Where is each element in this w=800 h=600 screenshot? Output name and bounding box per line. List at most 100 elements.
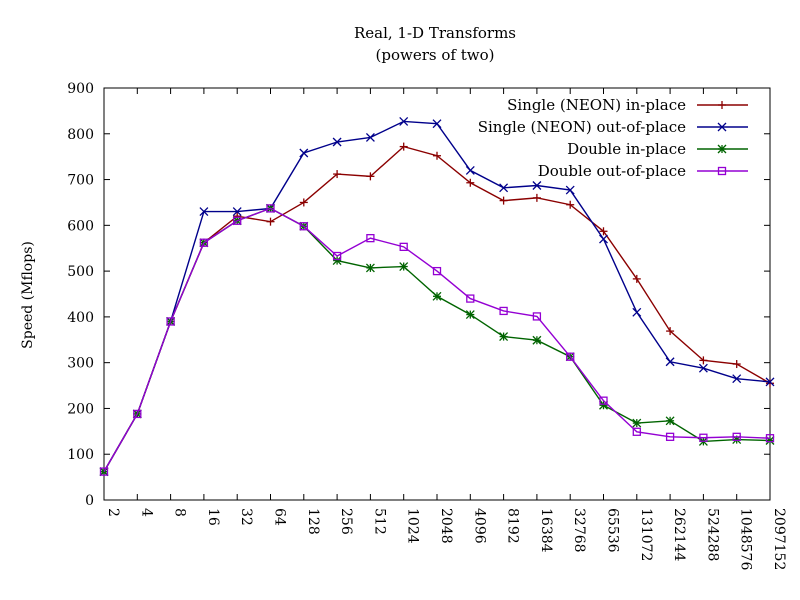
- marker-square: [299, 222, 308, 231]
- marker-stroke: [599, 234, 608, 244]
- data-point: [299, 222, 308, 231]
- marker-stroke: [665, 416, 675, 426]
- data-point: [366, 234, 375, 243]
- marker-square: [699, 433, 708, 442]
- marker-stroke: [532, 335, 542, 345]
- data-point: [332, 256, 342, 266]
- y-tick-label: 100: [67, 447, 94, 463]
- marker-square: [399, 242, 408, 251]
- y-tick-label: 900: [67, 81, 94, 97]
- data-point: [499, 332, 509, 342]
- marker-square: [499, 306, 508, 316]
- x-tick-label: 2048: [438, 508, 454, 544]
- marker-stroke: [232, 207, 242, 217]
- data-point: [432, 266, 442, 276]
- data-point: [466, 294, 475, 303]
- data-point: [399, 262, 409, 271]
- data-point: [632, 427, 641, 436]
- marker-square: [665, 432, 675, 441]
- data-point: [698, 363, 708, 373]
- legend: Single (NEON) in-place Single (NEON) out-…: [478, 96, 748, 180]
- data-point: [332, 137, 342, 147]
- marker-stroke: [399, 262, 409, 271]
- marker-stroke: [765, 377, 775, 387]
- data-point: [133, 409, 142, 419]
- x-tick-label: 262144: [671, 508, 687, 562]
- y-tick-label: 0: [85, 493, 94, 509]
- data-point: [766, 379, 774, 388]
- marker-square: [599, 396, 608, 405]
- data-point: [599, 396, 608, 405]
- marker-square: [532, 312, 542, 321]
- marker-square: [466, 294, 475, 303]
- data-point: [566, 352, 575, 361]
- x-tick-label: 1048576: [738, 508, 754, 570]
- y-tick-label: 400: [67, 310, 94, 326]
- marker-square: [99, 467, 109, 476]
- marker-square: [566, 352, 575, 361]
- marker-square: [717, 166, 727, 176]
- legend-label: Double out-of-place: [538, 162, 686, 180]
- marker-square: [233, 216, 242, 225]
- data-point: [365, 132, 375, 142]
- y-tick-label: 700: [67, 173, 94, 189]
- chart-title: Real, 1-D Transforms: [354, 24, 516, 42]
- x-tick-label: 524288: [704, 508, 720, 561]
- data-point: [199, 238, 209, 247]
- data-point: [399, 242, 408, 251]
- marker-stroke: [717, 144, 727, 154]
- x-tick-label: 4: [138, 508, 154, 517]
- y-tick-label: 200: [67, 401, 94, 417]
- legend-label: Single (NEON) in-place: [507, 96, 686, 114]
- legend-marker: [717, 166, 727, 176]
- data-point: [432, 291, 442, 301]
- data-point: [399, 116, 409, 126]
- data-point: [532, 193, 541, 202]
- marker-stroke: [765, 436, 775, 445]
- marker-stroke: [499, 332, 509, 342]
- data-point: [666, 327, 675, 336]
- legend-label: Single (NEON) out-of-place: [478, 118, 686, 136]
- series-layer: [99, 116, 775, 477]
- data-point: [565, 185, 575, 195]
- data-point: [665, 416, 675, 426]
- legend-marker: [717, 144, 727, 154]
- marker-stroke: [465, 165, 475, 175]
- data-point: [233, 216, 242, 225]
- data-point: [299, 198, 308, 207]
- data-point: [432, 119, 442, 129]
- data-point: [465, 310, 475, 320]
- data-point: [599, 400, 608, 410]
- y-tick-label: 800: [67, 127, 94, 143]
- marker-stroke: [432, 119, 442, 129]
- x-tick-label: 8192: [505, 508, 521, 544]
- x-tick-label: 16384: [538, 508, 554, 553]
- marker-stroke: [199, 207, 209, 217]
- x-tick-label: 1024: [405, 508, 421, 544]
- marker-stroke: [365, 263, 375, 273]
- marker-stroke: [432, 291, 442, 301]
- x-tick-label: 4096: [471, 508, 487, 544]
- x-tick-label: 2: [105, 508, 121, 517]
- data-point: [365, 263, 375, 273]
- data-point: [466, 178, 475, 187]
- marker-stroke: [698, 363, 708, 373]
- data-point: [632, 274, 641, 283]
- data-point: [266, 217, 275, 226]
- marker-stroke: [465, 310, 475, 320]
- y-tick-label: 300: [67, 356, 94, 372]
- marker-stroke: [565, 185, 575, 195]
- data-point: [332, 251, 342, 261]
- data-point: [99, 467, 109, 476]
- x-tick-label: 512: [371, 508, 387, 535]
- data-point: [465, 165, 475, 175]
- x-tick-label: 2097152: [771, 508, 787, 570]
- data-point: [399, 142, 408, 151]
- data-point: [299, 148, 309, 158]
- x-tick-label: 131072: [638, 508, 654, 561]
- marker-stroke: [299, 148, 309, 158]
- data-point: [732, 360, 741, 369]
- marker-square: [765, 434, 775, 443]
